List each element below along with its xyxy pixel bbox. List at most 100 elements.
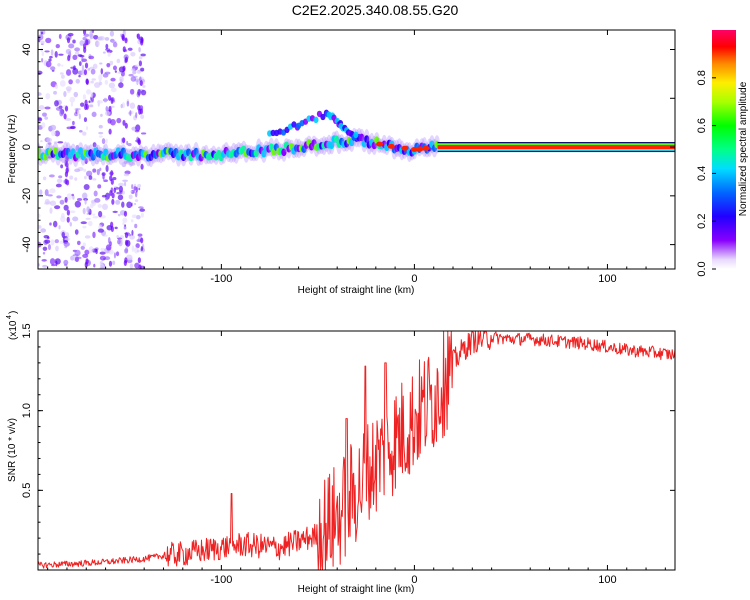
noise-blob: [51, 130, 56, 137]
noise-blob: [65, 69, 72, 76]
noise-streak-blob: [140, 163, 144, 170]
noise-blob: [65, 118, 72, 121]
noise-blob: [134, 129, 140, 133]
noise-streak-blob: [108, 94, 112, 101]
noise-blob: [47, 156, 53, 159]
noise-blob: [95, 248, 98, 255]
noise-blob: [57, 63, 61, 67]
noise-blob: [54, 239, 59, 244]
noise-blob: [91, 111, 97, 118]
noise-blob: [77, 54, 83, 57]
snr-x-label: Height of straight line (km): [298, 584, 415, 595]
noise-blob: [41, 122, 46, 129]
noise-blob: [131, 184, 134, 190]
noise-blob: [59, 109, 64, 117]
noise-blob: [61, 231, 66, 238]
noise-blob: [56, 178, 63, 184]
noise-blob: [44, 239, 51, 244]
noise-streak-blob: [124, 37, 128, 44]
noise-blob: [114, 70, 117, 73]
noise-blob: [140, 53, 146, 57]
noise-blob: [53, 90, 57, 95]
noise-blob: [43, 234, 50, 239]
noise-streak-blob: [84, 104, 88, 111]
noise-blob: [140, 212, 144, 218]
noise-blob: [127, 47, 133, 51]
noise-blob: [120, 103, 123, 109]
noise-blob: [38, 117, 43, 122]
noise-blob: [79, 40, 85, 46]
noise-blob: [68, 43, 75, 49]
noise-blob: [69, 96, 76, 103]
noise-blob: [55, 245, 59, 252]
noise-streak-blob: [65, 161, 69, 168]
noise-blob: [78, 130, 83, 133]
noise-streak-blob: [138, 264, 142, 269]
noise-blob: [112, 42, 118, 48]
snr-scale-exponent: 4: [6, 315, 13, 319]
colorbar-tick-label: 0.0: [696, 261, 708, 276]
noise-blob: [61, 213, 65, 219]
snr-scale-label: (x10: [8, 320, 19, 340]
noise-blob: [44, 116, 49, 120]
noise-blob: [75, 144, 80, 152]
noise-blob: [58, 175, 63, 179]
noise-blob: [101, 194, 107, 198]
noise-blob: [117, 194, 124, 201]
spectrogram-x-tick-label: -100: [210, 273, 232, 285]
noise-blob: [123, 173, 130, 177]
noise-blob: [82, 225, 87, 229]
noise-blob: [65, 232, 70, 237]
noise-blob: [121, 201, 125, 208]
noise-blob: [135, 124, 141, 132]
noise-blob: [135, 243, 140, 249]
noise-blob: [106, 49, 113, 53]
noise-blob: [127, 143, 132, 147]
noise-blob: [72, 39, 76, 44]
noise-streak-blob: [136, 33, 141, 40]
spectrogram-marks: [38, 30, 675, 269]
noise-streak-blob: [108, 105, 112, 112]
noise-blob: [70, 66, 76, 69]
noise-blob: [50, 49, 54, 56]
noise-blob: [140, 246, 144, 252]
noise-blob: [93, 190, 98, 197]
noise-blob: [41, 51, 44, 57]
noise-blob: [84, 235, 91, 239]
noise-streak-blob: [137, 257, 141, 264]
noise-blob: [109, 60, 114, 66]
noise-blob: [45, 60, 52, 68]
noise-blob: [38, 34, 44, 41]
noise-streak-blob: [138, 60, 142, 67]
noise-blob: [55, 183, 62, 188]
snr-marks: [38, 331, 675, 570]
snr-x-tick-label: 100: [598, 574, 616, 586]
noise-blob: [125, 148, 131, 152]
noise-blob: [59, 72, 64, 75]
noise-streak-blob: [140, 237, 144, 244]
noise-blob: [134, 262, 140, 269]
snr-y-tick-label: 0.5: [21, 483, 33, 498]
noise-blob: [82, 36, 87, 41]
noise-blob: [81, 64, 85, 72]
noise-blob: [116, 235, 119, 239]
noise-blob: [129, 263, 134, 269]
main-band-blob: [38, 147, 41, 155]
noise-streak-blob: [83, 69, 88, 76]
noise-blob: [138, 206, 144, 209]
spectrogram-x-tick-label: 100: [598, 273, 616, 285]
lock-blob: [376, 141, 384, 147]
noise-blob: [74, 51, 80, 55]
main-band-blob: [328, 141, 335, 150]
spectrogram-x-label: Height of straight line (km): [298, 285, 415, 296]
noise-blob: [88, 55, 95, 60]
noise-blob: [49, 124, 57, 131]
noise-blob: [70, 101, 74, 107]
noise-blob: [100, 247, 106, 252]
noise-blob: [59, 199, 65, 205]
noise-streak-blob: [64, 196, 68, 203]
noise-blob: [97, 41, 100, 47]
noise-blob: [128, 194, 133, 200]
noise-streak-blob: [124, 56, 129, 63]
noise-blob: [72, 54, 78, 61]
